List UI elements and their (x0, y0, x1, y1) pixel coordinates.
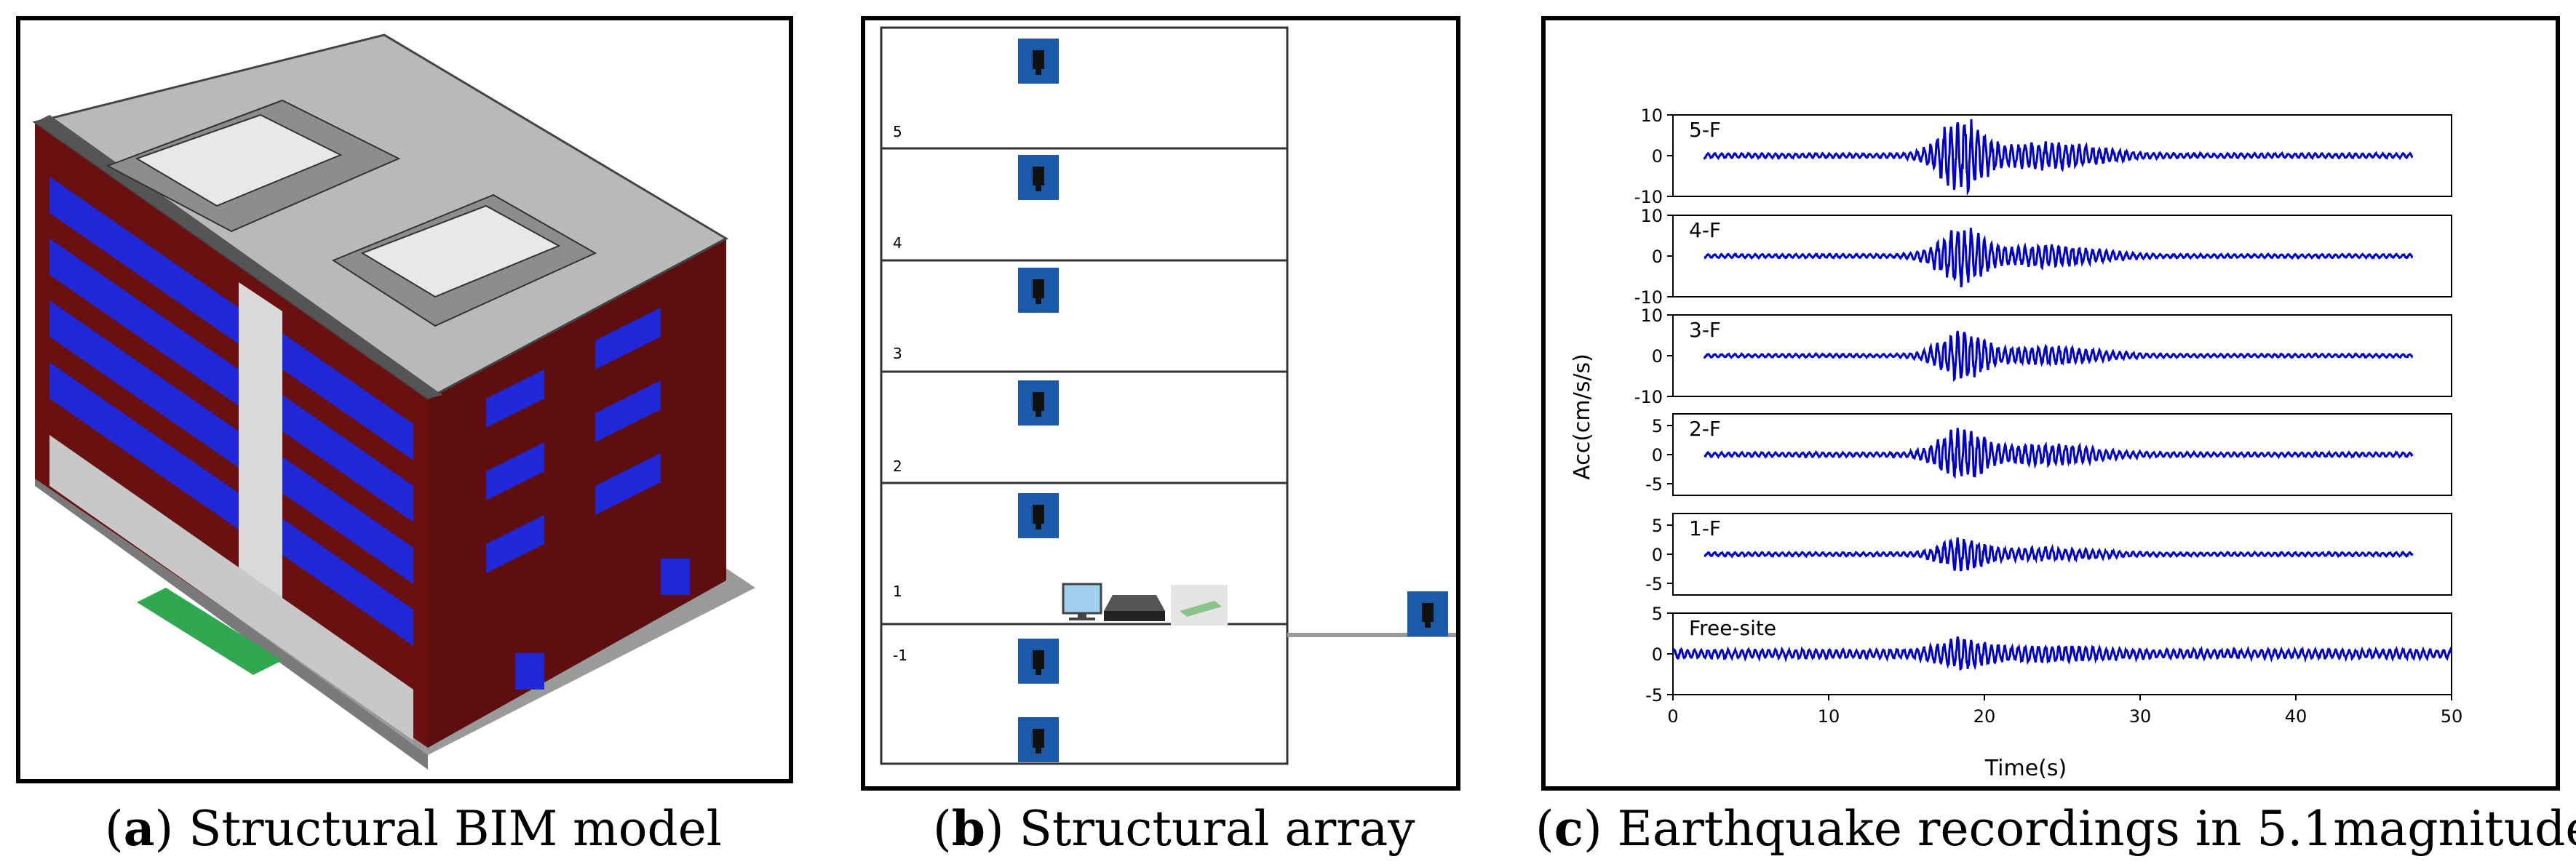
accelerometer-sensor-icon (1018, 268, 1059, 313)
bim-model-panel (16, 16, 793, 783)
subplot-frame (1672, 114, 2452, 197)
stair-core (239, 282, 282, 646)
floor-label: -1 (893, 647, 907, 664)
x-tick-label: 10 (1818, 706, 1840, 727)
x-tick-label: 50 (2441, 706, 2463, 727)
x-axis-label: Time(s) (1984, 756, 2067, 781)
series-label: 5-F (1689, 118, 1721, 142)
series-label: 3-F (1689, 318, 1721, 342)
floor-label: 2 (893, 458, 902, 475)
floor-label: 1 (893, 583, 902, 600)
series-label: 2-F (1689, 417, 1721, 441)
subplot: 5 0 -5 Free-site (1645, 604, 2453, 706)
caption-c: (c) Earthquake recordings in 5.1magnitud… (1535, 800, 2576, 857)
floor-label: 3 (893, 345, 902, 362)
y-tick-label: 5 (1652, 516, 1663, 536)
acceleration-trace (1704, 537, 2414, 572)
y-tick-label: 0 (1652, 644, 1663, 665)
y-axis-label: Acc(cm/s/s) (1570, 353, 1595, 480)
y-tick-label: 0 (1652, 247, 1663, 267)
subplot: 5 0 -5 2-F (1645, 413, 2452, 496)
series-label: 1-F (1689, 516, 1721, 540)
acceleration-trace (1704, 428, 2414, 479)
acceleration-trace (1704, 228, 2414, 288)
floor-label: 5 (893, 123, 902, 140)
accelerometer-sensor-icon (1018, 380, 1059, 425)
accelerometer-sensor-icon (1018, 493, 1059, 538)
entrance-canopy (137, 588, 282, 675)
roof (32, 33, 729, 400)
y-tick-label: -10 (1634, 387, 1663, 407)
floor-label: 4 (893, 234, 902, 252)
data-logger-icon (1104, 595, 1165, 621)
accelerometer-sensor-icon (1407, 591, 1448, 636)
x-tick-label: 0 (1667, 706, 1678, 727)
series-label: 4-F (1689, 218, 1721, 242)
subplot-frame (1672, 413, 2452, 496)
y-tick-label: -10 (1634, 287, 1663, 308)
accelerometer-sensor-icon (1018, 155, 1059, 200)
caption-b: (b) Structural array (933, 800, 1415, 857)
subplot: 10 0 -10 5-F (1634, 105, 2452, 207)
acceleration-trace (1671, 636, 2453, 671)
caption-a: (a) Structural BIM model (105, 800, 722, 857)
subplot: 5 0 -5 1-F (1645, 513, 2452, 596)
gps-receiver-icon (1171, 585, 1228, 626)
structural-array-panel: 5 4 3 2 1 -1 (861, 16, 1460, 791)
subplot-frame (1672, 215, 2452, 297)
y-tick-label: 0 (1652, 346, 1663, 367)
x-tick-label: 30 (2129, 706, 2152, 727)
right-windows (486, 308, 661, 573)
x-tick-label: 20 (1973, 706, 1996, 727)
series-label: Free-site (1689, 616, 1776, 640)
recordings-panel: Acc(cm/s/s) Time(s) 10 0 -10 5-F 10 0 -10 4-F 10… (1541, 16, 2560, 791)
structural-array-diagram: 5 4 3 2 1 -1 (880, 26, 1456, 765)
y-tick-label: 0 (1652, 445, 1663, 466)
x-tick-label: 40 (2285, 706, 2307, 727)
y-tick-label: -5 (1645, 574, 1663, 594)
right-facade (428, 239, 726, 748)
subplot: 10 0 -10 3-F (1634, 305, 2452, 407)
accelerometer-sensor-icon (1018, 639, 1059, 684)
y-tick-label: -5 (1645, 474, 1663, 495)
acceleration-trace (1703, 330, 2414, 383)
subplot: 10 0 -10 4-F (1634, 206, 2452, 308)
y-tick-label: 10 (1640, 206, 1663, 226)
y-tick-label: 10 (1640, 105, 1663, 126)
side-door (661, 559, 690, 595)
y-tick-label: -5 (1645, 685, 1663, 706)
y-tick-label: -10 (1634, 187, 1663, 207)
y-tick-label: 5 (1652, 604, 1663, 624)
accelerometer-sensor-icon (1018, 717, 1059, 762)
ground-floor (49, 435, 413, 740)
monitor-icon (1062, 583, 1102, 620)
acceleration-chart: Acc(cm/s/s) Time(s) 100-105-F100-104-F10… (1570, 105, 2463, 781)
y-tick-label: 0 (1652, 545, 1663, 565)
acceleration-trace (1703, 119, 2414, 196)
y-tick-label: 0 (1652, 146, 1663, 167)
left-windows (49, 177, 413, 646)
accelerometer-sensor-icon (1018, 39, 1059, 84)
bim-building-illustration (32, 33, 755, 770)
y-tick-label: 10 (1640, 305, 1663, 326)
building-outline (880, 26, 1289, 765)
y-tick-label: 5 (1652, 416, 1663, 436)
